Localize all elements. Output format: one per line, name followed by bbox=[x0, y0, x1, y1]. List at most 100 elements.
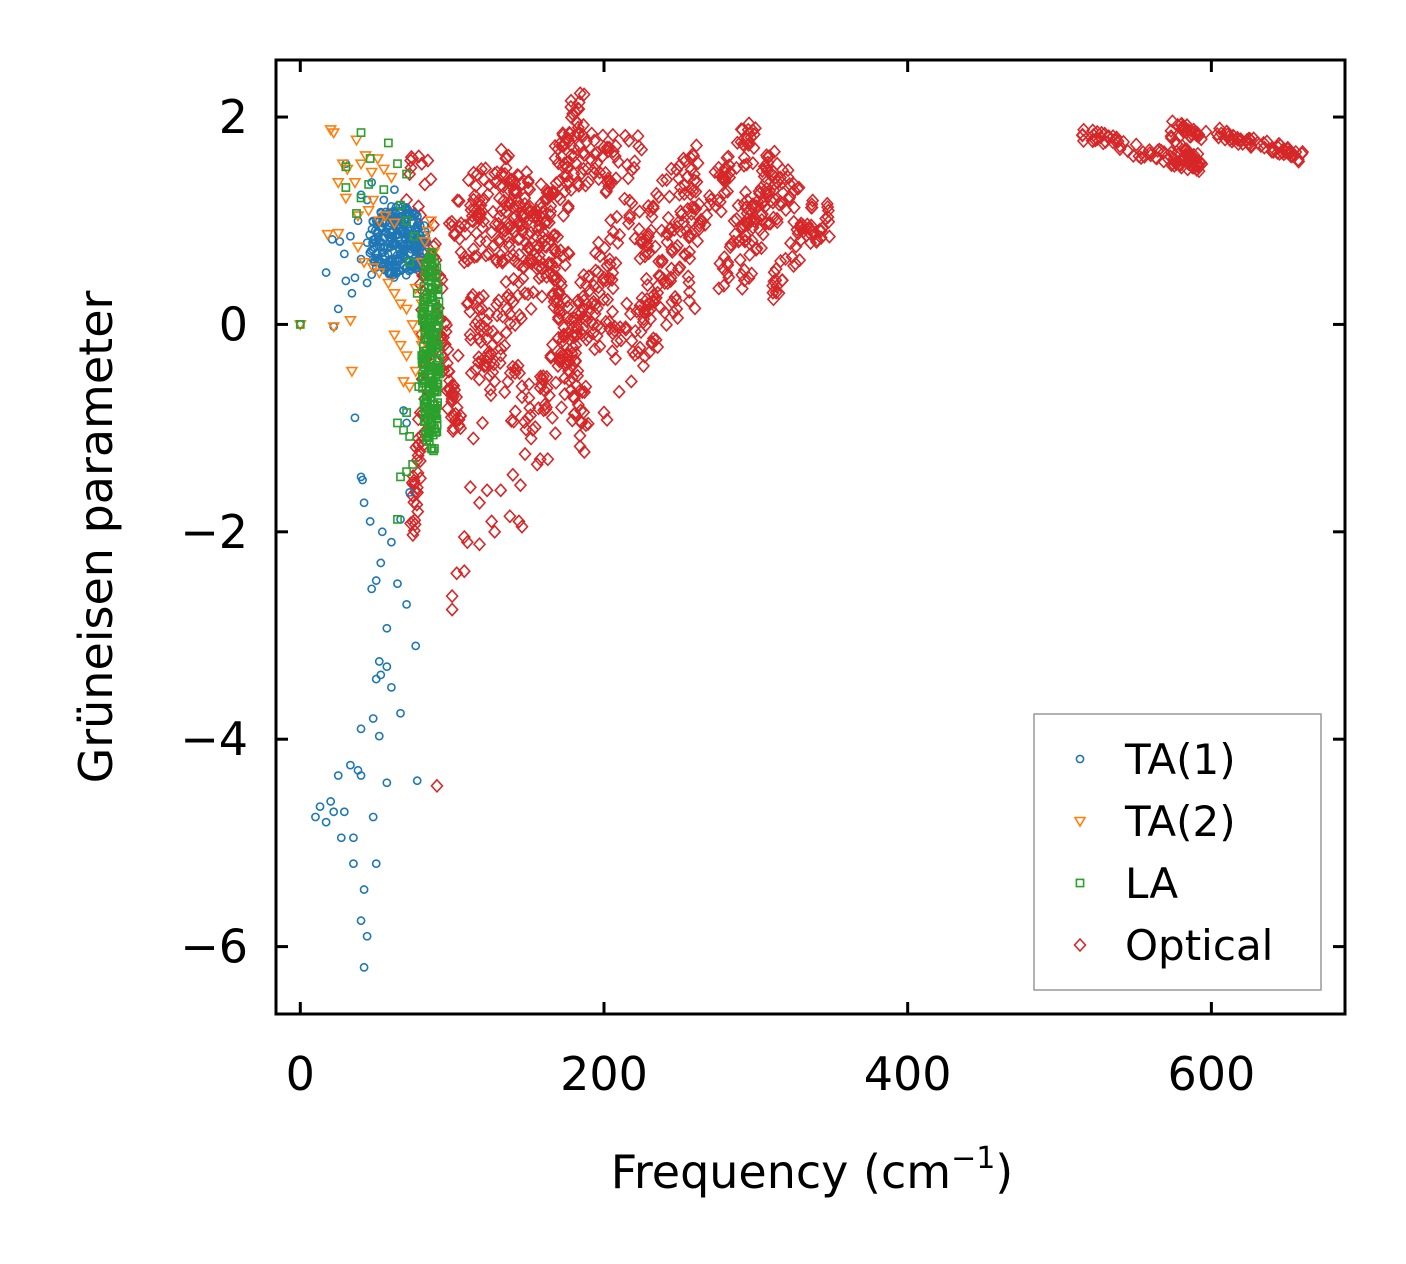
data-point-square bbox=[383, 138, 393, 148]
data-point-diamond bbox=[545, 337, 560, 352]
data-point-square bbox=[417, 351, 427, 360]
data-point-diamond bbox=[519, 215, 534, 230]
data-point-diamond bbox=[514, 311, 528, 326]
data-point-diamond bbox=[494, 247, 508, 263]
data-point-diamond bbox=[582, 329, 596, 345]
data-point-diamond bbox=[576, 145, 591, 160]
data-point-diamond bbox=[683, 150, 698, 165]
data-point-diamond bbox=[503, 365, 517, 381]
data-point-circle bbox=[387, 257, 397, 267]
data-point-diamond bbox=[504, 413, 518, 428]
data-point-diamond bbox=[663, 222, 677, 237]
data-point-diamond bbox=[484, 387, 498, 403]
data-point-diamond bbox=[447, 227, 462, 243]
data-point-diamond bbox=[513, 231, 527, 246]
data-point-diamond bbox=[1186, 150, 1200, 165]
data-point-diamond bbox=[567, 149, 581, 164]
data-point-triangle bbox=[354, 159, 368, 171]
data-point-diamond bbox=[499, 160, 513, 176]
data-point-circle bbox=[374, 731, 384, 741]
data-point-diamond bbox=[590, 300, 604, 316]
data-point-square bbox=[429, 377, 439, 386]
data-point-circle bbox=[376, 670, 386, 680]
data-point-diamond bbox=[410, 453, 424, 468]
data-point-triangle bbox=[331, 228, 345, 240]
data-point-diamond bbox=[1234, 132, 1248, 147]
data-point-diamond bbox=[519, 422, 533, 437]
data-point-diamond bbox=[451, 348, 465, 363]
data-point-diamond bbox=[518, 286, 532, 301]
data-point-circle bbox=[407, 232, 417, 242]
series-optical bbox=[400, 86, 1310, 794]
data-point-diamond bbox=[445, 387, 459, 402]
data-point-diamond bbox=[766, 278, 780, 293]
data-point-diamond bbox=[591, 235, 606, 250]
data-point-square bbox=[402, 408, 411, 417]
data-point-diamond bbox=[502, 239, 517, 254]
data-point-circle bbox=[329, 807, 339, 817]
data-point-diamond bbox=[546, 228, 560, 243]
data-point-diamond bbox=[810, 232, 824, 248]
data-point-diamond bbox=[1102, 129, 1116, 144]
data-point-diamond bbox=[652, 268, 666, 283]
data-point-diamond bbox=[544, 198, 558, 214]
data-point-square bbox=[424, 437, 434, 446]
data-point-diamond bbox=[760, 181, 774, 196]
data-point-diamond bbox=[524, 431, 538, 446]
data-point-triangle bbox=[336, 159, 350, 171]
data-point-circle bbox=[378, 243, 388, 252]
data-point-diamond bbox=[822, 214, 836, 229]
data-point-diamond bbox=[731, 198, 745, 213]
data-point-diamond bbox=[1173, 129, 1187, 144]
data-point-diamond bbox=[515, 389, 529, 405]
data-point-diamond bbox=[807, 227, 821, 242]
data-point-diamond bbox=[588, 146, 602, 162]
data-point-triangle bbox=[400, 304, 413, 316]
data-point-diamond bbox=[716, 261, 730, 276]
data-point-diamond bbox=[472, 537, 487, 552]
data-point-diamond bbox=[730, 211, 744, 227]
data-point-diamond bbox=[538, 215, 552, 230]
data-point-diamond bbox=[468, 188, 482, 203]
data-point-diamond bbox=[547, 241, 561, 256]
data-point-diamond bbox=[430, 778, 444, 794]
data-point-diamond bbox=[579, 134, 594, 150]
data-point-diamond bbox=[552, 173, 566, 189]
data-point-diamond bbox=[634, 142, 649, 157]
data-point-diamond bbox=[551, 312, 566, 327]
data-point-diamond bbox=[544, 348, 558, 363]
data-point-diamond bbox=[585, 296, 599, 311]
data-point-square bbox=[414, 382, 424, 392]
data-point-diamond bbox=[571, 126, 585, 142]
data-point-triangle bbox=[409, 283, 423, 295]
data-point-triangle bbox=[378, 211, 392, 223]
data-point-diamond bbox=[507, 271, 521, 287]
data-point-square bbox=[393, 159, 402, 169]
data-point-diamond bbox=[789, 239, 803, 254]
data-point-diamond bbox=[564, 382, 578, 398]
data-point-diamond bbox=[540, 269, 554, 285]
data-point-diamond bbox=[628, 231, 642, 246]
data-point-square bbox=[421, 261, 430, 271]
data-point-diamond bbox=[741, 137, 756, 152]
data-point-diamond bbox=[680, 169, 694, 185]
data-point-square bbox=[433, 398, 442, 408]
data-point-diamond bbox=[452, 412, 466, 427]
data-point-diamond bbox=[530, 457, 544, 472]
data-point-diamond bbox=[685, 199, 699, 215]
legend-label-ta1: TA(1) bbox=[1124, 735, 1236, 784]
data-point-diamond bbox=[1106, 134, 1120, 150]
data-point-square bbox=[422, 435, 432, 445]
data-point-diamond bbox=[660, 234, 674, 250]
data-point-diamond bbox=[804, 200, 818, 215]
data-point-diamond bbox=[599, 185, 613, 200]
data-point-diamond bbox=[1113, 138, 1127, 154]
data-point-diamond bbox=[466, 431, 480, 446]
data-point-diamond bbox=[471, 300, 485, 316]
data-point-diamond bbox=[567, 389, 581, 405]
data-point-square bbox=[393, 514, 402, 524]
data-point-diamond bbox=[769, 285, 783, 300]
data-point-diamond bbox=[545, 410, 559, 425]
data-point-diamond bbox=[1129, 137, 1143, 152]
